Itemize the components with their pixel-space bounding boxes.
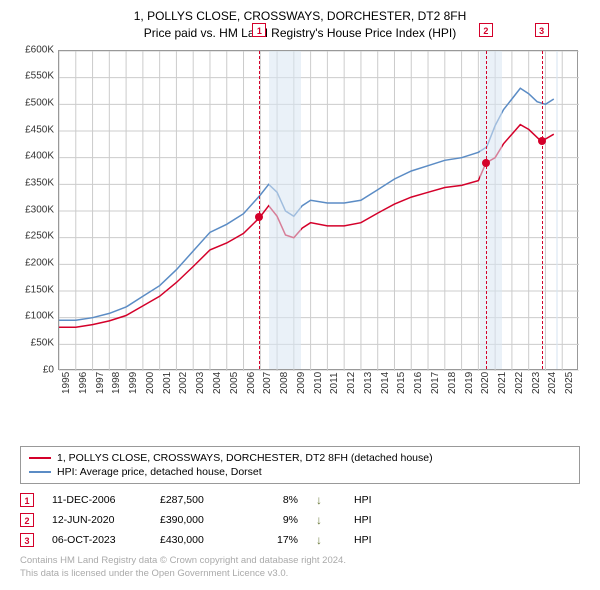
x-tick-label: 2005 <box>229 371 240 393</box>
down-arrow-icon: ↓ <box>316 493 336 507</box>
shaded-region <box>556 51 559 369</box>
y-tick-label: £600K <box>10 44 54 55</box>
transaction-suffix: HPI <box>354 494 372 506</box>
x-tick-label: 2013 <box>363 371 374 393</box>
x-tick-label: 2020 <box>480 371 491 393</box>
y-tick-label: £350K <box>10 177 54 188</box>
x-tick-label: 2001 <box>162 371 173 393</box>
legend-item: HPI: Average price, detached house, Dors… <box>29 465 571 479</box>
legend-label: HPI: Average price, detached house, Dors… <box>57 466 262 478</box>
x-tick-label: 2024 <box>547 371 558 393</box>
marker-line <box>259 51 260 369</box>
y-tick-label: £550K <box>10 71 54 82</box>
shaded-region <box>269 51 301 369</box>
y-tick-label: £0 <box>10 364 54 375</box>
legend-swatch <box>29 471 51 473</box>
y-tick-label: £100K <box>10 311 54 322</box>
transaction-date: 12-JUN-2020 <box>52 514 142 526</box>
legend-label: 1, POLLYS CLOSE, CROSSWAYS, DORCHESTER, … <box>57 452 433 464</box>
x-tick-label: 2015 <box>396 371 407 393</box>
x-tick-label: 1995 <box>61 371 72 393</box>
chart-title: 1, POLLYS CLOSE, CROSSWAYS, DORCHESTER, … <box>10 8 590 42</box>
x-tick-label: 2000 <box>145 371 156 393</box>
x-tick-label: 2019 <box>464 371 475 393</box>
transaction-row: 3 06-OCT-2023 £430,000 17% ↓ HPI <box>20 530 580 550</box>
y-tick-label: £150K <box>10 284 54 295</box>
x-tick-label: 1999 <box>128 371 139 393</box>
chart-container: 1, POLLYS CLOSE, CROSSWAYS, DORCHESTER, … <box>0 0 600 590</box>
x-tick-label: 2008 <box>279 371 290 393</box>
x-tick-label: 2023 <box>531 371 542 393</box>
transaction-badge: 1 <box>20 493 34 507</box>
x-tick-label: 2018 <box>447 371 458 393</box>
transaction-date: 11-DEC-2006 <box>52 494 142 506</box>
transaction-suffix: HPI <box>354 534 372 546</box>
transaction-row: 2 12-JUN-2020 £390,000 9% ↓ HPI <box>20 510 580 530</box>
attribution-line-1: Contains HM Land Registry data © Crown c… <box>20 554 580 567</box>
y-tick-label: £250K <box>10 231 54 242</box>
marker-label: 2 <box>479 23 493 37</box>
x-tick-label: 2011 <box>329 372 340 394</box>
x-tick-label: 2014 <box>380 371 391 393</box>
transaction-price: £390,000 <box>160 514 240 526</box>
transaction-table: 1 11-DEC-2006 £287,500 8% ↓ HPI 2 12-JUN… <box>20 490 580 550</box>
transaction-suffix: HPI <box>354 514 372 526</box>
shaded-region <box>480 51 502 369</box>
x-tick-label: 2025 <box>564 371 575 393</box>
x-tick-label: 2010 <box>313 371 324 393</box>
down-arrow-icon: ↓ <box>316 513 336 527</box>
attribution-line-2: This data is licensed under the Open Gov… <box>20 567 580 580</box>
x-tick-label: 2021 <box>497 371 508 393</box>
x-tick-label: 2012 <box>346 371 357 393</box>
x-tick-label: 2009 <box>296 371 307 393</box>
transaction-price: £430,000 <box>160 534 240 546</box>
plot-region: 123 <box>58 50 578 370</box>
x-tick-label: 2017 <box>430 371 441 393</box>
down-arrow-icon: ↓ <box>316 533 336 547</box>
marker-dot-icon <box>255 213 263 221</box>
x-tick-label: 1996 <box>78 371 89 393</box>
legend: 1, POLLYS CLOSE, CROSSWAYS, DORCHESTER, … <box>20 446 580 484</box>
transaction-pct: 8% <box>258 494 298 506</box>
marker-label: 3 <box>535 23 549 37</box>
transaction-pct: 9% <box>258 514 298 526</box>
marker-line <box>542 51 543 369</box>
marker-line <box>486 51 487 369</box>
transaction-row: 1 11-DEC-2006 £287,500 8% ↓ HPI <box>20 490 580 510</box>
marker-dot-icon <box>482 159 490 167</box>
x-tick-label: 1998 <box>111 371 122 393</box>
y-tick-label: £300K <box>10 204 54 215</box>
transaction-date: 06-OCT-2023 <box>52 534 142 546</box>
legend-swatch <box>29 457 51 459</box>
legend-item: 1, POLLYS CLOSE, CROSSWAYS, DORCHESTER, … <box>29 451 571 465</box>
y-tick-label: £200K <box>10 257 54 268</box>
x-tick-label: 2003 <box>195 371 206 393</box>
x-tick-label: 2002 <box>178 371 189 393</box>
marker-label: 1 <box>252 23 266 37</box>
y-tick-label: £500K <box>10 97 54 108</box>
transaction-badge: 2 <box>20 513 34 527</box>
marker-dot-icon <box>538 137 546 145</box>
transaction-price: £287,500 <box>160 494 240 506</box>
chart-area: £0 £50K £100K £150K £200K £250K £300K £350K £400… <box>10 46 590 406</box>
transaction-pct: 17% <box>258 534 298 546</box>
x-tick-label: 1997 <box>95 371 106 393</box>
x-tick-label: 2006 <box>246 371 257 393</box>
transaction-badge: 3 <box>20 533 34 547</box>
x-tick-label: 2004 <box>212 371 223 393</box>
y-tick-label: £50K <box>10 337 54 348</box>
title-line-1: 1, POLLYS CLOSE, CROSSWAYS, DORCHESTER, … <box>10 8 590 25</box>
title-line-2: Price paid vs. HM Land Registry's House … <box>10 25 590 42</box>
x-tick-label: 2022 <box>514 371 525 393</box>
y-tick-label: £400K <box>10 151 54 162</box>
attribution: Contains HM Land Registry data © Crown c… <box>20 554 580 581</box>
x-tick-label: 2016 <box>413 371 424 393</box>
y-tick-label: £450K <box>10 124 54 135</box>
x-tick-label: 2007 <box>262 371 273 393</box>
